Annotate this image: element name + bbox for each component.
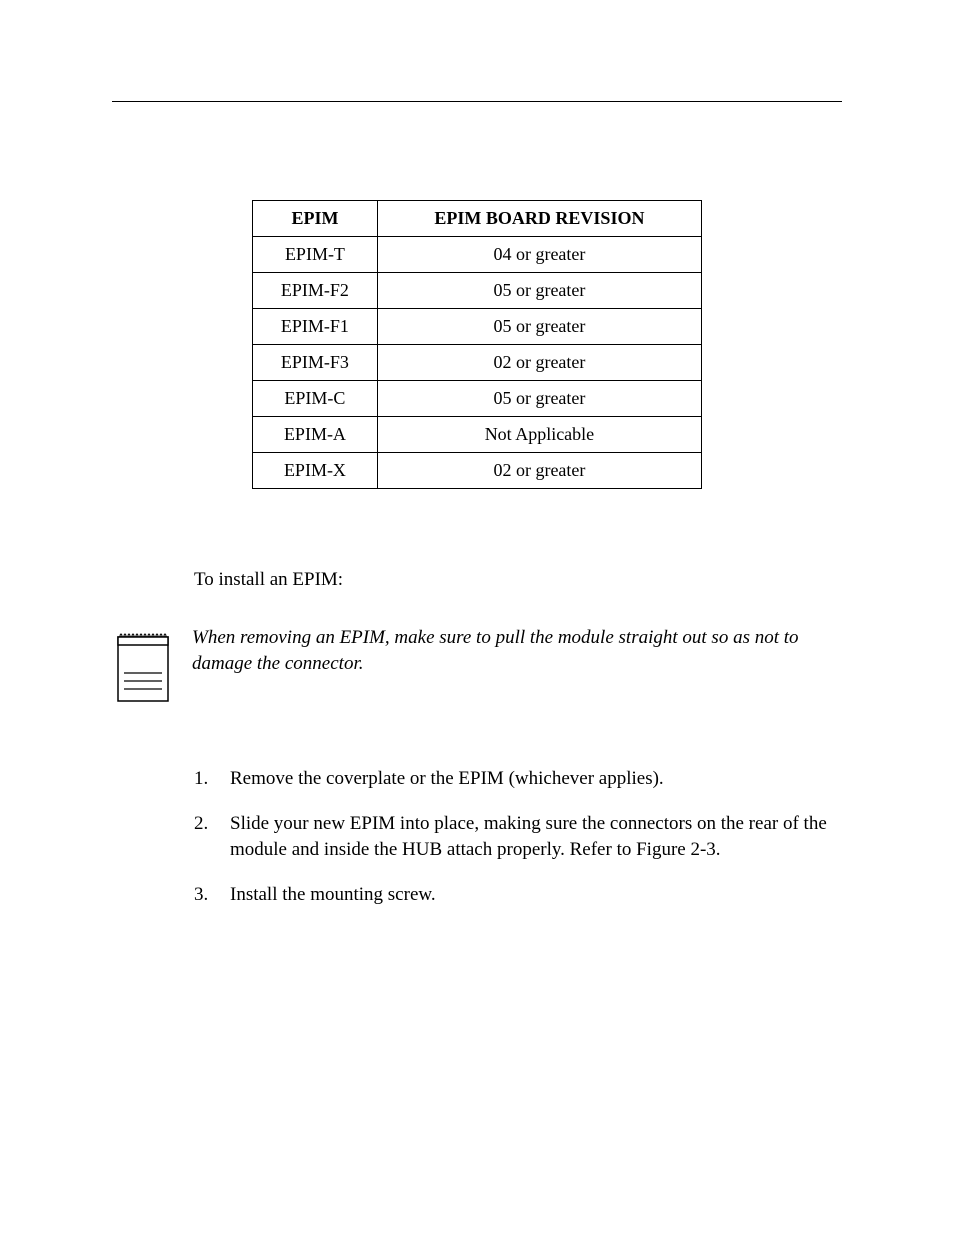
table-row: EPIM-F3 02 or greater (253, 345, 702, 381)
table-cell: 04 or greater (377, 237, 701, 273)
epim-table: EPIM EPIM BOARD REVISION EPIM-T 04 or gr… (252, 200, 702, 489)
header-divider (112, 101, 842, 102)
table-cell: 02 or greater (377, 453, 701, 489)
table-cell: 05 or greater (377, 309, 701, 345)
table-row: EPIM-T 04 or greater (253, 237, 702, 273)
table-cell: 05 or greater (377, 381, 701, 417)
table-row: EPIM-C 05 or greater (253, 381, 702, 417)
note-text: When removing an EPIM, make sure to pull… (192, 625, 842, 676)
table-row: EPIM-F1 05 or greater (253, 309, 702, 345)
table-cell: EPIM-F1 (253, 309, 378, 345)
table-cell: EPIM-C (253, 381, 378, 417)
table-row: EPIM-F2 05 or greater (253, 273, 702, 309)
intro-text: To install an EPIM: (194, 569, 842, 591)
table-row: EPIM-X 02 or greater (253, 453, 702, 489)
table-cell: EPIM-F2 (253, 273, 378, 309)
table-header-revision: EPIM BOARD REVISION (377, 201, 701, 237)
table-cell: 02 or greater (377, 345, 701, 381)
step-item: Slide your new EPIM into place, making s… (194, 811, 842, 864)
table-header-row: EPIM EPIM BOARD REVISION (253, 201, 702, 237)
page-content: EPIM EPIM BOARD REVISION EPIM-T 04 or gr… (112, 200, 842, 926)
table-cell: EPIM-T (253, 237, 378, 273)
table-row: EPIM-A Not Applicable (253, 417, 702, 453)
note-block: When removing an EPIM, make sure to pull… (112, 625, 842, 710)
table-cell: Not Applicable (377, 417, 701, 453)
table-header-epim: EPIM (253, 201, 378, 237)
notepad-icon (112, 627, 174, 710)
step-item: Install the mounting screw. (194, 882, 842, 909)
epim-table-wrapper: EPIM EPIM BOARD REVISION EPIM-T 04 or gr… (112, 200, 842, 489)
table-cell: 05 or greater (377, 273, 701, 309)
table-cell: EPIM-A (253, 417, 378, 453)
table-cell: EPIM-F3 (253, 345, 378, 381)
installation-steps: Remove the coverplate or the EPIM (which… (194, 766, 842, 908)
table-cell: EPIM-X (253, 453, 378, 489)
step-item: Remove the coverplate or the EPIM (which… (194, 766, 842, 793)
